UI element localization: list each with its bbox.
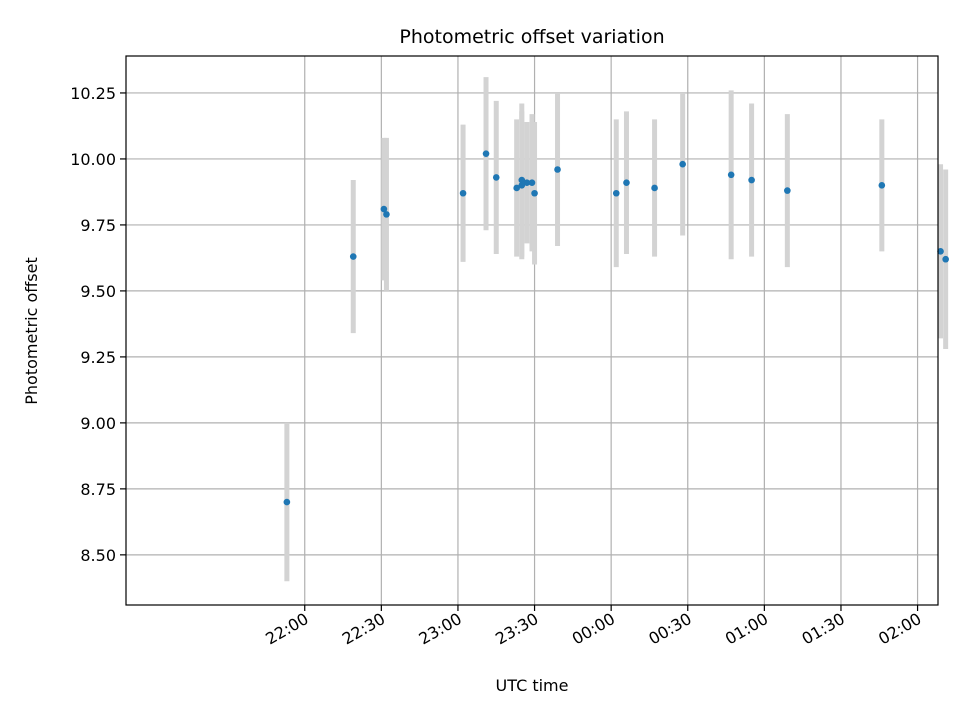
data-point: [727, 171, 735, 179]
y-tick-label: 10.00: [70, 150, 116, 169]
data-point: [878, 182, 886, 189]
y-tick-label: 9.50: [80, 282, 116, 301]
data-point: [383, 211, 390, 218]
data-point: [942, 255, 949, 263]
chart-title: Photometric offset variation: [399, 26, 664, 48]
data-point: [651, 184, 658, 192]
y-tick-label: 9.75: [80, 216, 116, 235]
data-point: [937, 248, 944, 255]
x-axis-label: UTC time: [496, 676, 569, 695]
data-point: [349, 253, 357, 260]
y-tick-label: 8.75: [80, 480, 116, 499]
data-points: [283, 150, 949, 506]
data-point: [612, 189, 620, 197]
data-point: [380, 205, 388, 213]
y-tick-label: 8.50: [80, 546, 116, 565]
data-point: [492, 174, 500, 181]
data-point: [748, 176, 755, 184]
data-point: [283, 498, 291, 506]
data-point: [528, 179, 536, 186]
data-point: [554, 166, 561, 173]
y-tick-label: 9.25: [80, 348, 116, 367]
data-point: [459, 189, 467, 197]
data-point: [518, 182, 526, 189]
data-point: [518, 176, 526, 184]
y-tick-label: 9.00: [80, 414, 116, 433]
plot-frame: [125, 55, 939, 606]
grid-lines: [126, 56, 938, 605]
data-point: [482, 150, 490, 157]
data-point: [623, 179, 630, 186]
data-point: [523, 179, 531, 186]
data-point: [679, 160, 686, 168]
y-tick-label: 10.25: [70, 84, 116, 103]
y-axis-label: Photometric offset: [22, 257, 41, 405]
y-axis-ticks: 8.50 8.75 9.00 9.25 9.50 9.75 10.00 10.25: [70, 84, 126, 565]
data-point: [531, 189, 538, 197]
data-point: [784, 187, 791, 194]
data-point: [513, 184, 520, 192]
